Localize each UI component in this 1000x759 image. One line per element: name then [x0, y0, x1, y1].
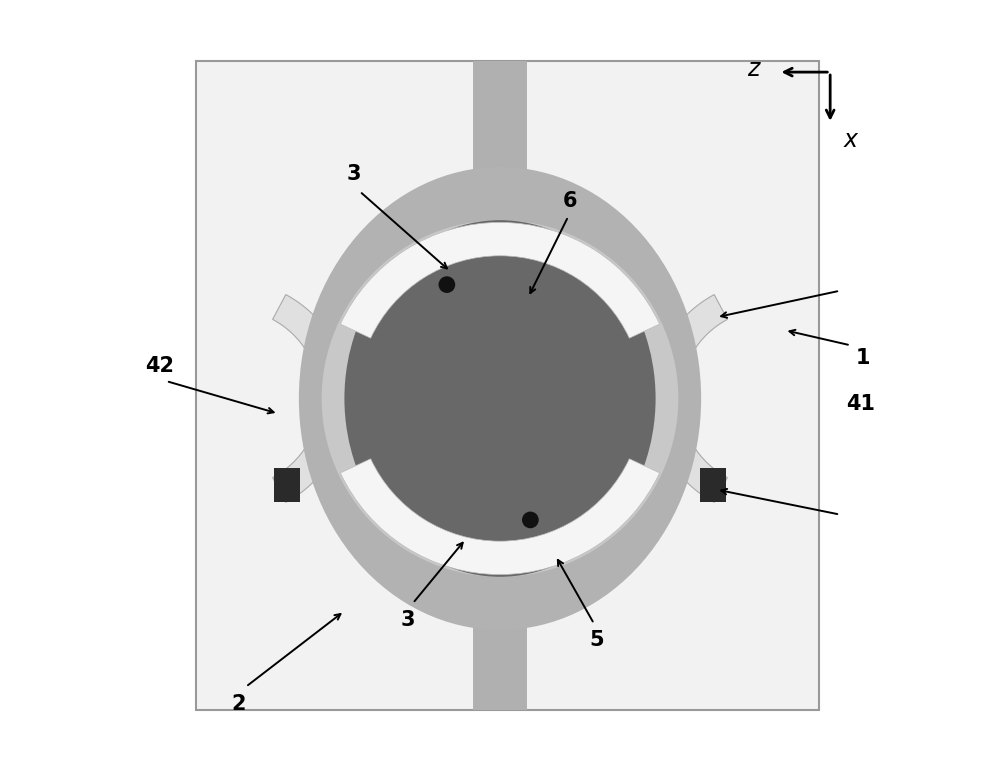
- Text: 2: 2: [231, 694, 245, 714]
- Ellipse shape: [344, 220, 656, 577]
- Text: 42: 42: [145, 356, 174, 376]
- Text: 5: 5: [590, 630, 604, 650]
- Bar: [196, 61, 819, 710]
- Ellipse shape: [322, 220, 678, 577]
- Circle shape: [522, 512, 539, 528]
- Bar: [473, 619, 527, 710]
- Circle shape: [439, 276, 455, 293]
- Bar: [700, 468, 726, 502]
- Text: 3: 3: [400, 610, 415, 630]
- Text: 1: 1: [855, 348, 870, 367]
- Text: $x$: $x$: [843, 128, 860, 153]
- Bar: [473, 61, 527, 178]
- Text: 41: 41: [846, 394, 875, 414]
- Bar: [274, 468, 300, 502]
- Text: $z$: $z$: [747, 57, 762, 81]
- Wedge shape: [652, 294, 727, 502]
- Ellipse shape: [299, 167, 701, 630]
- Wedge shape: [340, 222, 660, 339]
- Text: 6: 6: [563, 191, 577, 211]
- Wedge shape: [273, 294, 348, 502]
- Text: 3: 3: [347, 165, 362, 184]
- Wedge shape: [340, 458, 660, 575]
